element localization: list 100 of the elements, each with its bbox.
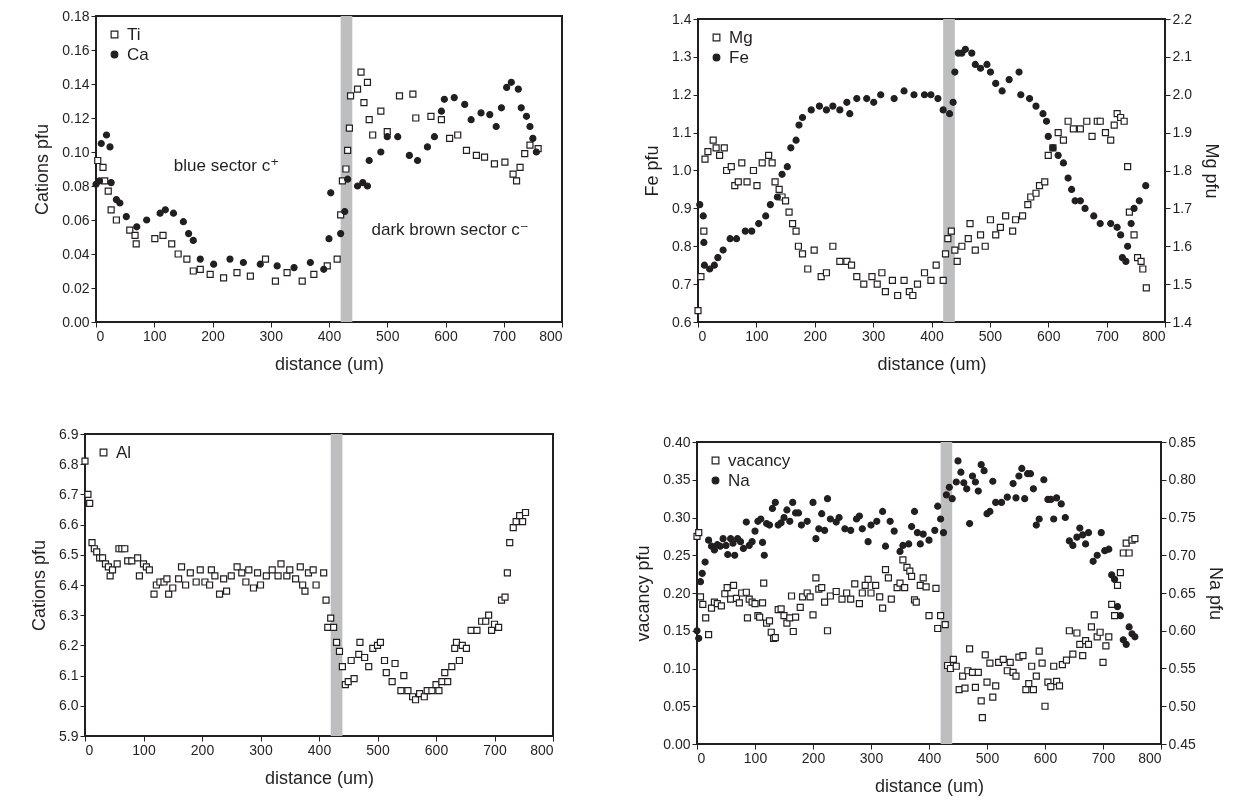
point bbox=[365, 156, 373, 165]
point bbox=[310, 270, 318, 278]
point bbox=[437, 107, 446, 115]
y2-tick-label: 0.45 bbox=[1168, 735, 1196, 752]
y-tick-label: 0.15 bbox=[663, 622, 691, 639]
y2-tick-label: 0.60 bbox=[1168, 622, 1196, 639]
y-tick-label: 6.7 bbox=[59, 485, 79, 502]
x-tick-label: 0 bbox=[85, 741, 94, 758]
y-tick-label: 1.0 bbox=[672, 162, 692, 178]
y-tick-label: 0.04 bbox=[62, 245, 90, 262]
point bbox=[507, 78, 515, 86]
x-tick-label: 400 bbox=[917, 749, 942, 766]
x-tick-label: 400 bbox=[317, 327, 342, 344]
point bbox=[179, 218, 187, 226]
y2-axis-title: Na pfu bbox=[1205, 566, 1226, 621]
x-tick-label: 200 bbox=[201, 327, 225, 344]
y-tick-label: 1.3 bbox=[672, 48, 692, 65]
point bbox=[521, 150, 529, 158]
point bbox=[359, 179, 367, 187]
y2-tick-label: 0.50 bbox=[1168, 697, 1196, 714]
point bbox=[246, 272, 254, 280]
point bbox=[344, 175, 352, 183]
point bbox=[353, 182, 362, 190]
x-tick-label: 300 bbox=[259, 327, 284, 344]
point bbox=[514, 85, 522, 93]
point bbox=[106, 143, 114, 151]
y-tick-label: 1.4 bbox=[672, 10, 692, 27]
y-tick-label: 0.40 bbox=[663, 433, 691, 450]
point bbox=[454, 131, 462, 139]
point bbox=[283, 269, 291, 277]
x-tick-label: 0 bbox=[698, 327, 707, 344]
point bbox=[363, 182, 372, 190]
y-tick-label: 6.8 bbox=[59, 455, 79, 472]
y-tick-label: 0.12 bbox=[62, 109, 90, 126]
x-tick-label: 700 bbox=[1095, 327, 1120, 344]
point bbox=[512, 177, 521, 185]
y2-axis-title: Mg pfu bbox=[1201, 143, 1222, 199]
point bbox=[104, 187, 112, 195]
x-tick-label: 200 bbox=[803, 327, 828, 344]
x-tick-label: 600 bbox=[1033, 749, 1058, 766]
point bbox=[143, 216, 151, 224]
x-tick-label: 500 bbox=[376, 327, 400, 344]
point bbox=[174, 250, 182, 258]
y-tick-label: 0.08 bbox=[62, 177, 90, 194]
y2-tick-label: 1.6 bbox=[1172, 237, 1193, 254]
y-tick-label: 0.16 bbox=[62, 41, 90, 58]
y-tick-label: 0.10 bbox=[663, 660, 691, 676]
legend-label: vacancy bbox=[728, 450, 791, 470]
y-tick-label: 0.10 bbox=[62, 143, 90, 160]
y-axis-title: vacancy pfu bbox=[633, 545, 654, 642]
y2-tick-label: 2.0 bbox=[1172, 86, 1193, 103]
point bbox=[509, 170, 517, 178]
point bbox=[99, 163, 107, 171]
x-tick-label: 600 bbox=[434, 327, 458, 344]
y-tick-label: 0.18 bbox=[62, 7, 90, 24]
point bbox=[189, 236, 197, 244]
y-axis-title: Cations pfu bbox=[32, 123, 53, 216]
point bbox=[239, 258, 247, 267]
point bbox=[156, 209, 164, 217]
point bbox=[377, 107, 385, 115]
x-tick-label: 100 bbox=[132, 741, 156, 758]
point bbox=[107, 206, 115, 214]
y-tick-label: 0.7 bbox=[672, 275, 692, 292]
point bbox=[107, 179, 115, 187]
point bbox=[423, 143, 432, 151]
y-tick-label: 0.9 bbox=[672, 199, 692, 216]
point bbox=[159, 231, 167, 239]
point bbox=[327, 189, 335, 197]
x-tick-label: 700 bbox=[492, 327, 517, 344]
y-tick-label: 6.6 bbox=[59, 516, 79, 533]
point bbox=[497, 104, 506, 112]
y-tick-label: 6.9 bbox=[59, 425, 79, 442]
x-tick-label: 600 bbox=[1037, 327, 1061, 344]
point bbox=[151, 235, 159, 243]
point bbox=[346, 92, 355, 100]
point bbox=[256, 260, 264, 268]
point bbox=[210, 260, 218, 268]
y2-tick-label: 0.70 bbox=[1168, 546, 1196, 563]
y-tick-label: 0.14 bbox=[62, 75, 90, 92]
point bbox=[169, 209, 178, 217]
y-tick-label: 0.6 bbox=[672, 313, 692, 330]
y-tick-label: 0.35 bbox=[663, 471, 691, 488]
y-tick-label: 6.4 bbox=[59, 576, 79, 593]
point bbox=[271, 277, 280, 285]
point bbox=[206, 270, 214, 278]
y2-tick-label: 1.4 bbox=[1172, 313, 1193, 330]
point bbox=[337, 230, 345, 238]
point bbox=[450, 94, 458, 102]
point bbox=[490, 160, 499, 168]
point bbox=[132, 240, 140, 248]
y-tick-label: 6.0 bbox=[59, 697, 79, 714]
point bbox=[413, 156, 422, 165]
point bbox=[219, 274, 228, 282]
y2-tick-label: 0.75 bbox=[1168, 509, 1196, 525]
point bbox=[97, 139, 105, 148]
y-axis-title: Cations pfu bbox=[29, 539, 50, 632]
point bbox=[383, 133, 391, 141]
x-tick-label: 300 bbox=[249, 741, 273, 758]
point bbox=[233, 269, 241, 277]
point bbox=[427, 112, 435, 120]
